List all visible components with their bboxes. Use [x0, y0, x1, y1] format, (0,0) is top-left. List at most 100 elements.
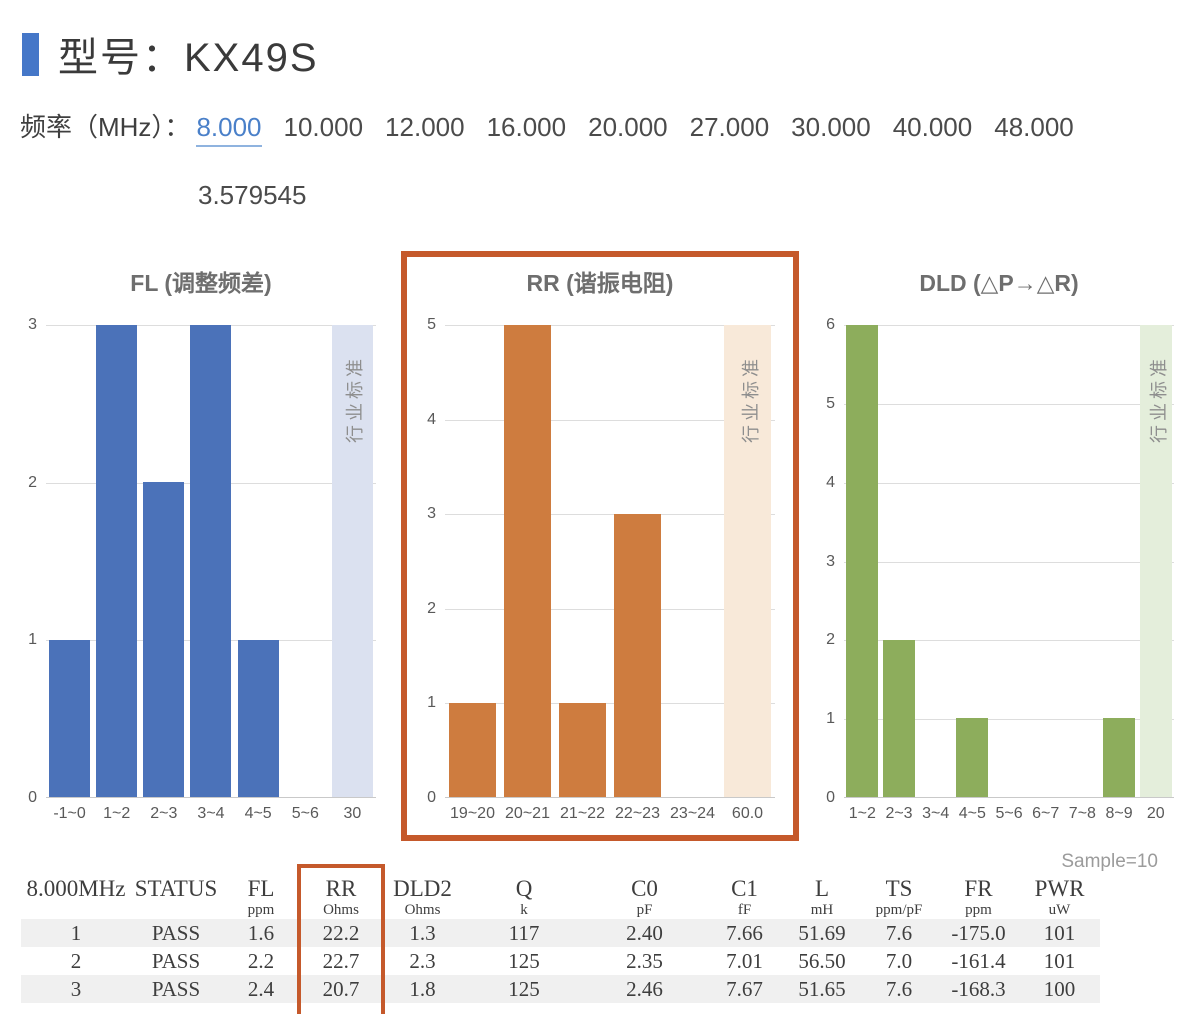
table-cell: 1	[70, 920, 82, 945]
x-tick-label: 5~6	[995, 805, 1023, 822]
table-cell: 22.2	[322, 920, 360, 945]
y-tick-label: 2	[28, 473, 37, 491]
column-name: RR	[325, 876, 357, 901]
x-tick-label: 5~6	[291, 805, 319, 822]
plot-row: 0 1 2 3 4 5 行业标准	[407, 316, 793, 806]
bar-slot	[844, 325, 881, 797]
frequency-option-48.000[interactable]: 48.000	[994, 112, 1074, 142]
table-cell: 7.0	[885, 948, 913, 973]
y-tick-label: 4	[427, 410, 436, 428]
table-cell: -175.0	[951, 920, 1006, 945]
table-cell: 2.46	[626, 976, 663, 1001]
x-tick-label: 60.0	[731, 805, 764, 822]
frequency-options-row2: 3.579545	[198, 180, 1200, 211]
column-name: DLD2	[393, 876, 452, 901]
table-cell: 101	[1043, 920, 1076, 945]
bar	[448, 702, 497, 797]
column-unit: mH	[810, 902, 834, 918]
table-cell: 7.6	[885, 920, 913, 945]
bars: 行业标准	[844, 325, 1174, 797]
table-cell: -168.3	[951, 976, 1006, 1001]
gridline	[445, 514, 775, 516]
y-tick-label: 0	[826, 789, 835, 806]
table-cell: 1.8	[409, 976, 436, 1001]
frequency-option-8.000[interactable]: 8.000	[196, 112, 262, 147]
table-cell: 101	[1043, 948, 1076, 973]
x-tick-label: 20~21	[505, 805, 550, 822]
column-unit	[21, 902, 131, 919]
column-unit: fF	[737, 902, 752, 918]
column-header-ts: TS ppm/pF	[860, 875, 938, 919]
bar	[503, 325, 552, 797]
x-tick-label: 7~8	[1068, 805, 1096, 822]
table-cell: 100	[1043, 976, 1076, 1001]
y-tick-label: 4	[826, 473, 835, 491]
bar	[956, 718, 989, 797]
plot-area: 行业标准	[844, 325, 1174, 798]
x-tick-label: 4~5	[244, 805, 272, 822]
bar-slot	[1101, 325, 1138, 797]
frequency-option-16.000[interactable]: 16.000	[486, 112, 567, 142]
frequency-option-10.000[interactable]: 10.000	[283, 112, 364, 142]
chart-title: RR (谐振电阻)	[526, 270, 674, 296]
table-cell: 2.4	[247, 976, 275, 1001]
x-tick-label: 1~2	[848, 805, 876, 822]
gridline	[844, 403, 1174, 405]
y-axis: 0 1 2 3 4 5	[407, 316, 445, 806]
plot-area: 行业标准	[445, 325, 775, 798]
y-tick-label: 6	[826, 316, 835, 333]
y-tick-label: 3	[826, 552, 835, 570]
frequency-option-40.000[interactable]: 40.000	[892, 112, 973, 142]
chart-panel-1: RR (谐振电阻) 0 1 2 3 4 5 行业标准 19~20 20~21 21~22 22~23 2…	[401, 251, 799, 841]
x-axis-labels: 1~2 2~3 3~4 4~5 5~6 6~7 7~8 8~9 20	[844, 805, 1174, 823]
frequency-option-30.000[interactable]: 30.000	[791, 112, 871, 142]
bar	[558, 702, 607, 797]
gridline	[445, 325, 775, 326]
column-unit: uW	[1048, 902, 1071, 918]
industry-standard-band: 行业标准	[723, 325, 772, 797]
x-tick-label: 3~4	[197, 805, 225, 822]
column-name: FR	[964, 876, 993, 901]
industry-standard-band: 行业标准	[1139, 325, 1172, 797]
column-header-pwr: PWR uW	[1019, 875, 1100, 919]
bar-slot: 行业标准	[1137, 325, 1174, 797]
column-name: L	[814, 876, 830, 901]
frequency-option-12.000[interactable]: 12.000	[385, 112, 465, 142]
gridline	[445, 703, 775, 705]
bar	[143, 482, 185, 797]
column-header-dld2: DLD2 Ohms	[381, 875, 464, 919]
column-unit: pF	[636, 902, 653, 918]
bar	[613, 513, 662, 797]
y-tick-label: 2	[427, 599, 436, 617]
column-name: C0	[631, 876, 658, 901]
table-cell: PASS	[151, 976, 201, 1001]
measurement-table-section: Sample=10 8.000MHz STATUS FL ppm RR Ohms DLD2 O…	[0, 849, 1200, 1014]
frequency-option-27.000[interactable]: 27.000	[689, 112, 770, 142]
gridline	[445, 608, 775, 610]
column-header-rr: RR Ohms	[301, 875, 381, 919]
frequency-selector: 频率（MHz）： 8.000 10.000 12.000 16.000 20.000 27…	[20, 107, 1200, 147]
frequency-option-20.000[interactable]: 20.000	[588, 112, 668, 142]
frequency-option-3.579545[interactable]: 3.579545	[198, 180, 307, 210]
column-unit	[131, 902, 221, 919]
x-tick-label: 3~4	[922, 805, 950, 822]
column-unit: k	[520, 902, 528, 918]
table-cell: 117	[508, 920, 540, 945]
bar-slot: 行业标准	[329, 325, 376, 797]
bar-slot	[991, 325, 1028, 797]
table-cell: 2.35	[626, 948, 663, 973]
column-header-fl: FL ppm	[221, 875, 301, 919]
y-tick-label: 0	[427, 789, 436, 806]
table-cell: PASS	[151, 948, 201, 973]
table-cell: 7.67	[726, 976, 763, 1001]
table-cell: 56.50	[798, 948, 846, 973]
x-tick-label: 19~20	[450, 805, 495, 822]
column-name: TS	[885, 876, 913, 901]
table-cell: 2.2	[247, 948, 275, 973]
x-tick-label: 23~24	[670, 805, 715, 822]
bar	[237, 639, 279, 797]
bar-slot	[140, 325, 187, 797]
table-cell: 7.6	[885, 976, 913, 1001]
x-tick-label: -1~0	[53, 805, 86, 822]
